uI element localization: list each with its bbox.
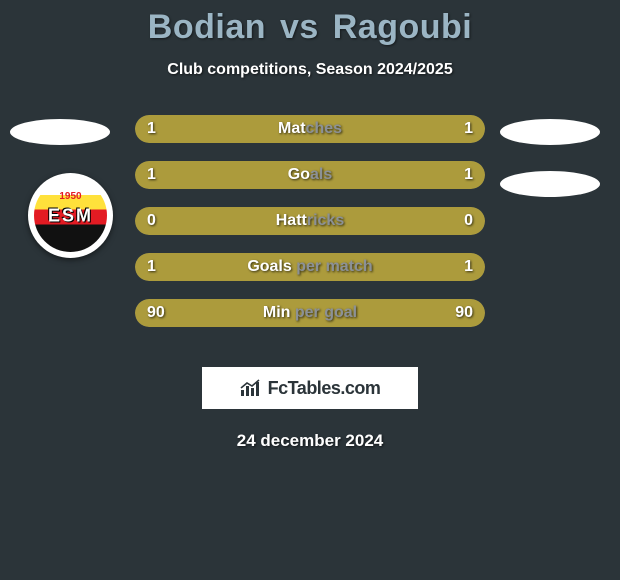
subtitle: Club competitions, Season 2024/2025 <box>0 61 620 79</box>
stat-bars: 11Matches 11Goals 00Hattricks 11Goals per m… <box>135 115 485 345</box>
stat-row: 00Hattricks <box>135 207 485 235</box>
stat-row: 11Matches <box>135 115 485 143</box>
page-title: Bodian vs Ragoubi <box>0 0 620 47</box>
player-left-name: Bodian <box>148 8 266 46</box>
team-left-crest: 1950 <box>28 173 113 258</box>
stat-label-white: Go <box>288 166 310 183</box>
comparison-stage: 1950 11Matches 11Goals 00Hattricks 11Goals … <box>0 115 620 355</box>
team-right-crest <box>500 171 600 197</box>
stat-label-grey: ricks <box>307 212 344 229</box>
stat-label-white: Min <box>263 304 295 321</box>
brand-box: FcTables.com <box>202 367 418 409</box>
stat-label: Goals <box>135 161 485 189</box>
stat-label-white: Hatt <box>276 212 307 229</box>
stat-label-white: Mat <box>278 120 306 137</box>
brand-text: FcTables.com <box>268 378 381 399</box>
brand-chart-icon <box>240 379 262 397</box>
stat-label-grey: als <box>310 166 332 183</box>
stat-label-grey: per match <box>296 258 372 275</box>
stat-label-white: Goals <box>247 258 296 275</box>
stat-label-grey: ches <box>306 120 342 137</box>
stat-label: Min per goal <box>135 299 485 327</box>
stat-label: Hattricks <box>135 207 485 235</box>
stat-label: Goals per match <box>135 253 485 281</box>
stat-row: 11Goals per match <box>135 253 485 281</box>
player-right-photo <box>500 119 600 145</box>
player-left-photo <box>10 119 110 145</box>
date-text: 24 december 2024 <box>0 431 620 451</box>
crest-year: 1950 <box>34 191 107 202</box>
player-right-name: Ragoubi <box>333 8 472 46</box>
stat-row: 11Goals <box>135 161 485 189</box>
stat-label: Matches <box>135 115 485 143</box>
crest-esm-icon: 1950 <box>34 179 107 252</box>
stat-label-grey: per goal <box>295 304 357 321</box>
title-vs: vs <box>280 8 319 46</box>
stat-row: 9090Min per goal <box>135 299 485 327</box>
